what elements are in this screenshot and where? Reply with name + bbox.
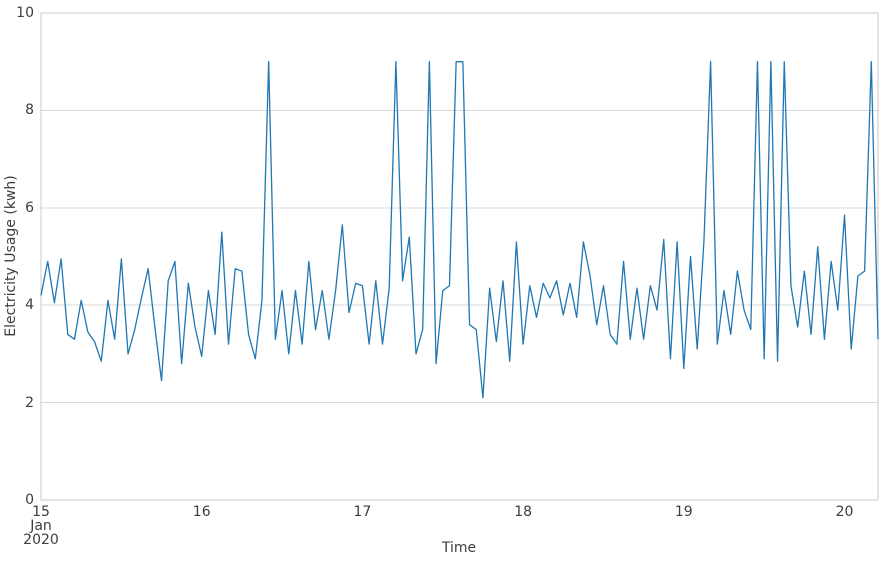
y-axis-title: Electricity Usage (kwh) — [3, 175, 19, 337]
plot-border — [40, 12, 879, 501]
x-axis-title: Time — [441, 540, 477, 556]
x-tick-label: 20 — [836, 505, 854, 519]
y-tick-label: 10 — [16, 5, 34, 21]
y-tick-label: 8 — [25, 102, 34, 119]
y-tick-label: 4 — [25, 297, 34, 314]
x-tick-label-line: 19 — [674, 504, 693, 520]
y-tick-label: 2 — [25, 394, 34, 411]
x-tick-label-line: 17 — [353, 504, 372, 520]
x-tick-label-line: 2020 — [23, 532, 59, 548]
x-tick-label-line: Jan — [30, 518, 52, 534]
x-tick-label: 19 — [675, 505, 693, 519]
x-tick-label: 15 Jan 2020 — [23, 505, 59, 547]
y-tick-label: 0 — [25, 492, 34, 508]
x-tick-label-line: 16 — [192, 504, 211, 520]
x-tick-label: 18 — [514, 505, 532, 519]
x-tick-label-line: 15 — [32, 504, 50, 520]
x-tick-label-line: 20 — [835, 504, 854, 520]
x-tick-label: 17 — [353, 505, 371, 519]
usage-line-series — [40, 61, 879, 399]
y-tick-label: 6 — [25, 199, 34, 216]
x-tick-label: 16 — [193, 505, 211, 519]
x-tick-label-line: 18 — [514, 504, 533, 520]
